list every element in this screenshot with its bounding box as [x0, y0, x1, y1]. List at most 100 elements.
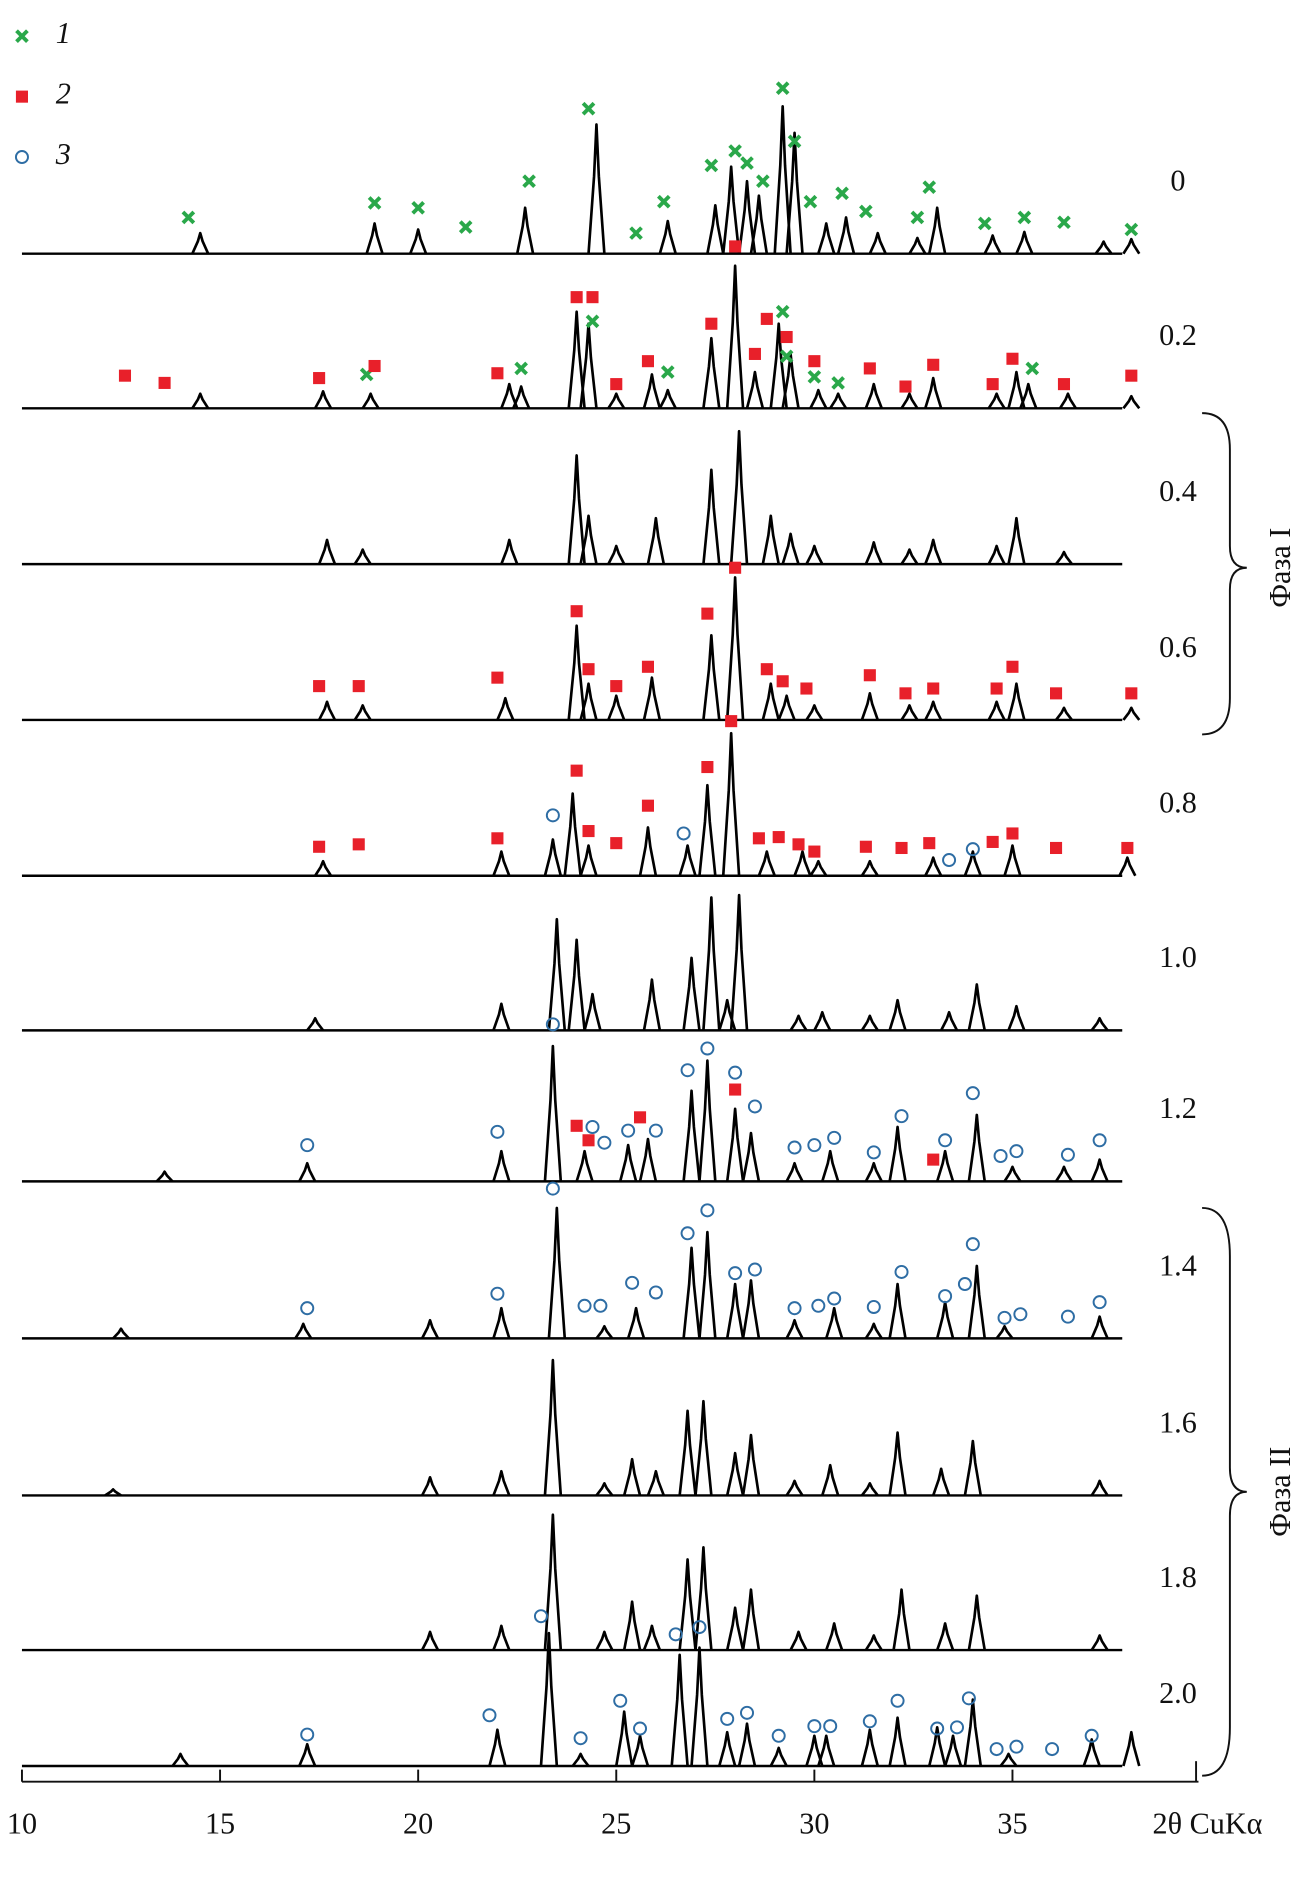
peak [805, 704, 824, 721]
marker-circle [1060, 1147, 1075, 1162]
peak [420, 1318, 440, 1339]
peak [515, 206, 535, 254]
peak [860, 1014, 879, 1032]
peak [785, 131, 804, 254]
peak [547, 1206, 567, 1339]
peak [317, 538, 337, 565]
peak [927, 206, 947, 254]
peak [492, 1002, 511, 1031]
peak [1122, 1730, 1141, 1767]
marker-circle [1045, 1742, 1060, 1757]
marker-square [990, 682, 1003, 695]
peak [567, 454, 586, 565]
marker-circle [1013, 1307, 1028, 1322]
marker-circle [300, 1138, 315, 1153]
marker-cross [787, 134, 802, 149]
peak [741, 1131, 761, 1182]
peak [741, 1279, 761, 1339]
marker-square [792, 838, 805, 851]
marker-cross [1124, 222, 1139, 237]
marker-circle [965, 1237, 980, 1252]
marker-square [927, 358, 940, 371]
peak [1122, 237, 1141, 255]
peak [702, 896, 721, 1031]
peak [496, 696, 515, 721]
marker-cross [775, 81, 790, 95]
marker-square [641, 660, 654, 673]
marker-cross [775, 304, 790, 319]
peak [931, 1467, 951, 1496]
peak [967, 1264, 987, 1339]
marker-square [1006, 827, 1019, 840]
peak [888, 1125, 907, 1182]
peak [353, 704, 372, 721]
marker-circle [894, 1264, 909, 1279]
marker-circle [490, 1286, 505, 1301]
peak [864, 541, 883, 565]
marker-circle [787, 1301, 802, 1316]
marker-square [610, 378, 623, 391]
marker-square [725, 715, 738, 728]
marker-square [610, 837, 623, 850]
peak [646, 1469, 666, 1496]
peak [725, 264, 745, 409]
marker-circle [866, 1299, 881, 1314]
marker-circle [1060, 1309, 1075, 1324]
marker-cross [411, 200, 425, 215]
peak [543, 1358, 563, 1496]
peak [678, 1409, 697, 1496]
peak [658, 219, 677, 255]
marker-circle [740, 1705, 755, 1720]
marker-square [570, 1119, 583, 1132]
peak [702, 336, 721, 409]
peak [579, 682, 598, 721]
peak [809, 388, 828, 409]
marker-square [313, 840, 326, 853]
peak [987, 700, 1006, 721]
series-label: 0 [1170, 164, 1185, 198]
peak [543, 1513, 563, 1651]
peak [607, 544, 626, 565]
peak [682, 956, 701, 1031]
peak [702, 634, 721, 721]
peak [860, 859, 879, 877]
marker-square [808, 845, 821, 858]
marker-square [923, 837, 936, 850]
marker-circle [811, 1298, 826, 1313]
marker-circle [938, 1289, 953, 1304]
peak [725, 1107, 745, 1182]
peak [741, 1588, 761, 1651]
peak [706, 204, 725, 254]
peak [317, 700, 337, 721]
marker-cross [1057, 215, 1071, 230]
marker-cross [728, 144, 742, 158]
peak [935, 1622, 955, 1651]
marker-circle [680, 1226, 695, 1241]
peak [745, 370, 765, 409]
peak [642, 978, 662, 1031]
peak [1118, 856, 1137, 877]
marker-circle [747, 1262, 762, 1277]
peak [817, 1734, 836, 1767]
peak [900, 392, 919, 409]
marker-square [313, 680, 326, 693]
marker-circle [957, 1277, 972, 1292]
peak [658, 388, 677, 409]
marker-square [491, 832, 504, 845]
marker-circle [965, 1086, 980, 1101]
marker-cross [910, 210, 925, 225]
peak [314, 859, 333, 877]
peak [492, 850, 511, 877]
marker-circle [700, 1041, 715, 1056]
marker-square [701, 607, 714, 620]
marker-circle [668, 1627, 683, 1642]
marker-circle [585, 1119, 600, 1135]
peak [1082, 1738, 1101, 1767]
marker-square [582, 663, 595, 676]
peak [1090, 1016, 1109, 1032]
marker-circle [1092, 1295, 1107, 1310]
peak [757, 850, 776, 877]
peak [769, 1746, 788, 1767]
marker-cross [859, 204, 873, 219]
marker-circle [747, 1099, 762, 1114]
